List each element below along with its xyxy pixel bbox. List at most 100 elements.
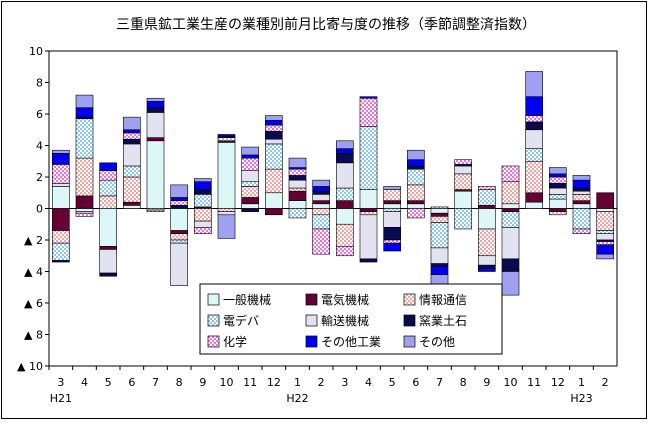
bar-segment	[336, 223, 354, 247]
legend-box	[199, 283, 503, 355]
bar-segment	[194, 227, 212, 234]
bar-segment	[75, 94, 94, 108]
x-tick-label: 11	[243, 376, 257, 389]
bar-segment	[241, 197, 259, 205]
bar-segment	[265, 120, 283, 126]
bar-segment	[265, 208, 283, 216]
bar-segment	[265, 131, 283, 140]
bar-segment	[525, 201, 543, 209]
bar-segment	[359, 211, 378, 216]
bar-segment	[170, 242, 188, 286]
bar-segment	[596, 211, 614, 231]
bar-segment	[525, 71, 543, 97]
legend-label: 化学	[223, 334, 247, 349]
y-axis: 10 8 6 4 2 0 ▲ 2 ▲ 4 ▲ 6 ▲ 8 ▲ 10	[17, 45, 49, 373]
bar-segment	[336, 200, 354, 209]
bar-segment	[525, 160, 543, 194]
bar-segment	[217, 134, 236, 137]
bar-segment	[596, 233, 614, 241]
bar-segment	[407, 203, 425, 209]
chart: 三重県鉱工業生産の業種別前月比寄与度の推移（季節調整済指数） 10 8 6 4 2 0 ▲ …	[17, 16, 618, 405]
bar-segment	[265, 143, 283, 170]
bar-segment	[75, 118, 94, 159]
bar-segment	[407, 165, 425, 170]
bar-segment	[217, 137, 236, 142]
bar-segment	[549, 176, 567, 184]
bar-segment	[312, 186, 330, 192]
bar-segment	[312, 203, 330, 209]
bar-segment	[170, 208, 188, 231]
legend-swatch	[403, 293, 416, 306]
bar-segment	[572, 179, 591, 189]
bar-segment	[123, 138, 141, 145]
bar-segment	[454, 165, 472, 175]
y-tick-label: 0	[36, 203, 43, 216]
bar-segment	[549, 187, 567, 195]
bar-segment	[383, 200, 401, 205]
bar-segment	[336, 153, 354, 164]
bar-segment	[265, 192, 283, 209]
bar-segment	[454, 208, 472, 230]
bar-segment	[241, 170, 259, 183]
x-tick-label: 12	[551, 376, 565, 389]
legend-label: その他工業	[321, 335, 381, 349]
bar-segment	[359, 258, 378, 263]
bar-segment	[478, 186, 496, 190]
bar-segment	[525, 121, 543, 131]
x-tick-label: 10	[220, 376, 234, 389]
bar-segment	[241, 157, 259, 172]
bar-segment	[217, 142, 236, 209]
bar-segment	[52, 164, 70, 184]
bar-segment	[383, 208, 401, 212]
bar-segment	[549, 183, 567, 189]
bar-segment	[525, 96, 543, 116]
legend-swatch	[305, 335, 318, 348]
x-tick-label: 4	[81, 376, 88, 389]
x-tick-label: 8	[460, 376, 467, 389]
bar-segment	[241, 203, 259, 209]
x-tick-label: 3	[57, 376, 64, 389]
bar-segment	[572, 200, 591, 205]
bar-segment	[407, 208, 425, 219]
bar-segment	[75, 195, 94, 209]
bar-segment	[312, 228, 330, 255]
bar-segment	[572, 228, 591, 235]
bar-segment	[383, 186, 401, 190]
bar-segment	[549, 194, 567, 200]
bar-segment	[170, 205, 188, 209]
x-tick-label: 2	[318, 376, 325, 389]
bar-segment	[99, 246, 117, 250]
bar-segment	[241, 208, 259, 212]
bar-segment	[312, 190, 330, 195]
bar-segment	[52, 186, 70, 209]
year-label: H21	[50, 392, 72, 405]
bar-segment	[359, 97, 378, 127]
x-tick-label: 1	[578, 376, 585, 389]
bar-segment	[241, 186, 259, 198]
bar-segment	[549, 198, 567, 209]
bar-segment	[572, 175, 591, 181]
bar-segment	[383, 242, 401, 252]
bar-segment	[407, 168, 425, 186]
bar-segment	[478, 264, 496, 269]
bar-segment	[549, 173, 567, 178]
bar-segment	[146, 107, 165, 113]
bar-segment	[407, 200, 425, 205]
bar-segment	[501, 227, 520, 260]
bar-segment	[572, 194, 591, 201]
bar-segment	[336, 208, 354, 225]
bar-segment	[454, 173, 472, 190]
bar-segment	[241, 154, 259, 159]
bar-segment	[241, 146, 259, 156]
legend-label: 一般機械	[223, 292, 271, 307]
bar-segment	[99, 162, 117, 171]
bar-segment	[430, 263, 449, 268]
bar-segment	[170, 197, 188, 201]
bar-segment	[478, 228, 496, 257]
bar-segment	[478, 268, 496, 272]
bar-segment	[336, 140, 354, 149]
bar-segment	[383, 211, 401, 228]
bar-segment	[359, 214, 378, 260]
bar-segment	[170, 200, 188, 206]
